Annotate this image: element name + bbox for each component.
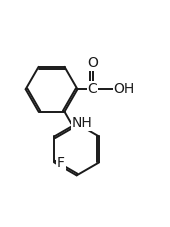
Text: C: C <box>88 82 97 96</box>
Text: O: O <box>87 56 98 70</box>
Text: NH: NH <box>72 116 93 130</box>
Text: F: F <box>57 156 65 170</box>
Text: OH: OH <box>113 82 135 96</box>
